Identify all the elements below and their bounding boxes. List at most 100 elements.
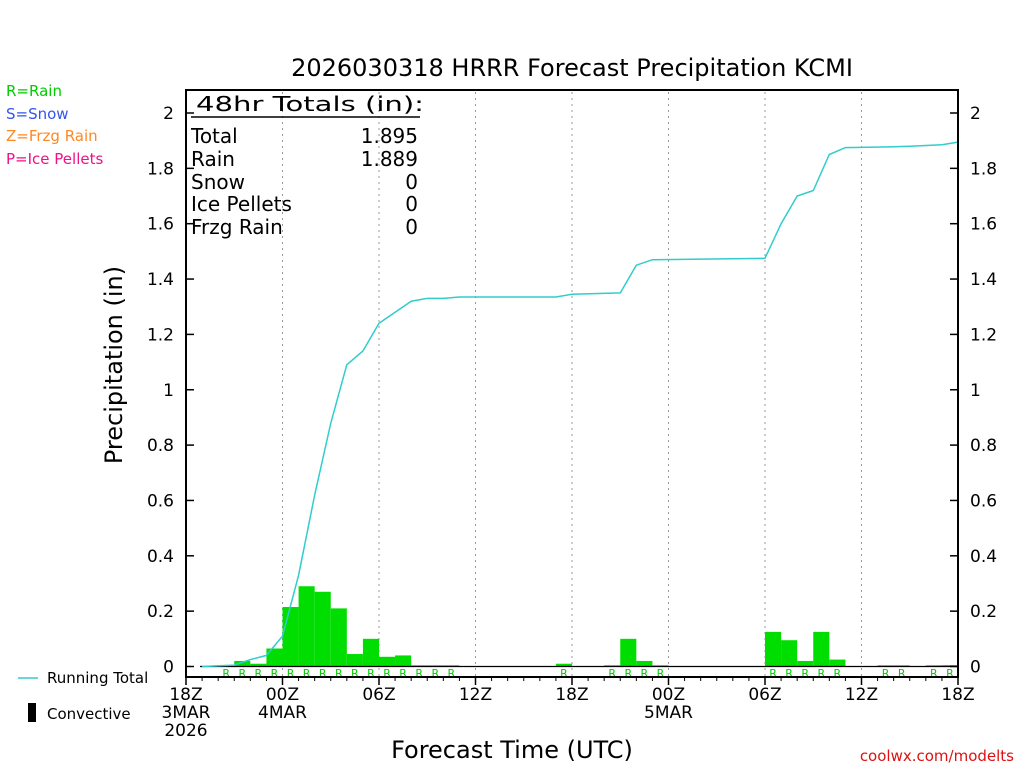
ptype-marker: R (641, 667, 649, 680)
ptype-marker: R (319, 667, 327, 680)
legend-frzg-rain: Z=Frzg Rain (6, 127, 98, 145)
convective-legend-label: Convective (47, 705, 131, 723)
y-tick-label-right: 1.6 (970, 215, 997, 235)
y-tick-label-left: 1.2 (147, 325, 174, 345)
ptype-marker: R (785, 667, 793, 680)
y-tick-label-right: 0.8 (970, 436, 997, 456)
precip-bar (765, 631, 782, 667)
convective-legend-swatch (28, 703, 36, 722)
precip-bar (636, 660, 653, 667)
precip-bar (298, 586, 315, 667)
ptype-marker: R (415, 667, 423, 680)
totals-box: 48hr Totals (in): Total 1.895 Rain 1.889… (190, 92, 424, 239)
y-axis-right: 0 0.2 0.4 0.6 0.8 1 1.2 1.4 1.6 1.8 2 (950, 104, 997, 678)
y-tick-label-left: 1.8 (147, 159, 174, 179)
y-tick-label-left: 0 (163, 658, 174, 678)
ptype-marker: R (367, 667, 375, 680)
y-tick-label-left: 0.2 (147, 602, 174, 622)
precip-bar (555, 663, 572, 667)
ptype-marker: R (817, 667, 825, 680)
y-tick-label-left: 1.6 (147, 215, 174, 235)
precip-bar (314, 591, 331, 667)
x-axis-label: Forecast Time (UTC) (391, 736, 633, 764)
ptype-marker: R (801, 667, 809, 680)
precip-bar (620, 638, 637, 667)
totals-value-total: 1.895 (361, 124, 418, 148)
x-tick-label: 18Z (941, 685, 974, 705)
ptype-marker: R (335, 667, 343, 680)
x-tick-label: 06Z (362, 685, 395, 705)
x-tick-label: 18Z (555, 685, 588, 705)
y-tick-label-left: 0.8 (147, 436, 174, 456)
precip-bar (266, 648, 283, 667)
ptype-marker: R (560, 667, 568, 680)
legend-rain: R=Rain (6, 82, 62, 100)
ptype-marker: R (657, 667, 665, 680)
totals-label-frzg-rain: Frzg Rain (191, 215, 283, 239)
y-tick-label-right: 1.8 (970, 159, 997, 179)
running-total-legend-label: Running Total (47, 669, 148, 687)
totals-label-total: Total (190, 124, 238, 148)
ptype-marker: R (882, 667, 890, 680)
ptype-marker: R (238, 667, 246, 680)
ptype-marker: R (222, 667, 230, 680)
y-tick-label-left: 0.6 (147, 491, 174, 511)
precip-bar (282, 606, 299, 667)
y-tick-label-right: 0.4 (970, 547, 997, 567)
totals-label-rain: Rain (191, 147, 235, 171)
ptype-marker: R (383, 667, 391, 680)
y-tick-label-left: 2 (163, 104, 174, 124)
x-tick-label: 3MAR (162, 703, 211, 723)
x-tick-label: 00Z (652, 685, 685, 705)
y-tick-label-right: 1 (970, 381, 981, 401)
y-axis-left: 0 0.2 0.4 0.6 0.8 1 1.2 1.4 1.6 1.8 2 (147, 104, 194, 678)
chart-title: 2026030318 HRRR Forecast Precipitation K… (291, 54, 853, 82)
hourly-precip-bars (218, 586, 958, 667)
ptype-marker: R (303, 667, 311, 680)
precip-bar (797, 660, 814, 667)
totals-value-snow: 0 (405, 170, 418, 194)
x-tick-label: 18Z (169, 685, 202, 705)
ptype-marker: R (624, 667, 632, 680)
totals-value-ice-pellets: 0 (405, 192, 418, 216)
y-tick-label-right: 2 (970, 104, 981, 124)
y-tick-label-left: 1.4 (147, 270, 174, 290)
x-tick-label: 4MAR (258, 703, 307, 723)
legend-snow: S=Snow (6, 105, 69, 123)
precip-bar (330, 608, 347, 667)
ptype-marker: R (946, 667, 954, 680)
site-credit: coolwx.com/modelts (860, 747, 1014, 765)
ptype-marker: R (898, 667, 906, 680)
y-tick-label-left: 1 (163, 381, 174, 401)
totals-value-frzg-rain: 0 (405, 215, 418, 239)
totals-value-rain: 1.889 (361, 147, 418, 171)
ptype-marker: R (399, 667, 407, 680)
totals-label-snow: Snow (191, 170, 245, 194)
ptype-marker: R (287, 667, 295, 680)
y-tick-label-left: 0.4 (147, 547, 174, 567)
precip-bar (781, 640, 798, 667)
legend-ice-pellets: P=Ice Pellets (6, 150, 103, 168)
totals-label-ice-pellets: Ice Pellets (191, 192, 292, 216)
ptype-marker: R (431, 667, 439, 680)
precip-bar (234, 660, 251, 667)
x-tick-label: 2026 (164, 721, 207, 741)
precip-bar (941, 665, 958, 667)
totals-heading: 48hr Totals (in): (196, 92, 424, 116)
precip-bar (362, 638, 379, 667)
x-tick-label: 5MAR (644, 703, 693, 723)
precip-bar (813, 631, 830, 667)
ptype-marker: R (769, 667, 777, 680)
x-tick-label: 06Z (748, 685, 781, 705)
ptype-marker: R (834, 667, 842, 680)
ptype-marker: R (448, 667, 456, 680)
precip-bar (250, 663, 267, 667)
precip-bar (395, 655, 412, 667)
y-tick-label-right: 1.2 (970, 325, 997, 345)
y-tick-label-right: 0.6 (970, 491, 997, 511)
ptype-marker: R (271, 667, 279, 680)
precip-bar (346, 654, 363, 667)
